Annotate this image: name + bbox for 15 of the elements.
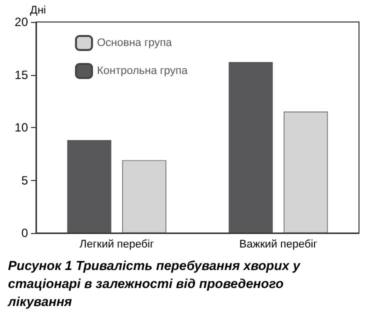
- bar: [228, 62, 273, 233]
- y-tick-label: 5: [21, 173, 28, 188]
- bar: [67, 140, 112, 233]
- y-tick-label: 10: [14, 120, 28, 134]
- y-tick-label: 0: [21, 226, 28, 240]
- y-axis-title: Дні: [30, 4, 46, 17]
- text: Рисунок 1 Тривалість перебування хворих у стаціонарі в залежності від проведеного лікування: [6, 257, 302, 311]
- x-tick-label: Легкий перебіг: [80, 238, 154, 250]
- legend-label: Контрольна група: [97, 65, 188, 77]
- legend-label: Основна група: [97, 37, 173, 49]
- y-tick-label: 20: [14, 15, 28, 29]
- x-tick-label: Важкий перебіг: [239, 238, 318, 250]
- y-tick-label: 15: [14, 68, 28, 82]
- bar: [284, 112, 328, 233]
- bar: [122, 160, 166, 233]
